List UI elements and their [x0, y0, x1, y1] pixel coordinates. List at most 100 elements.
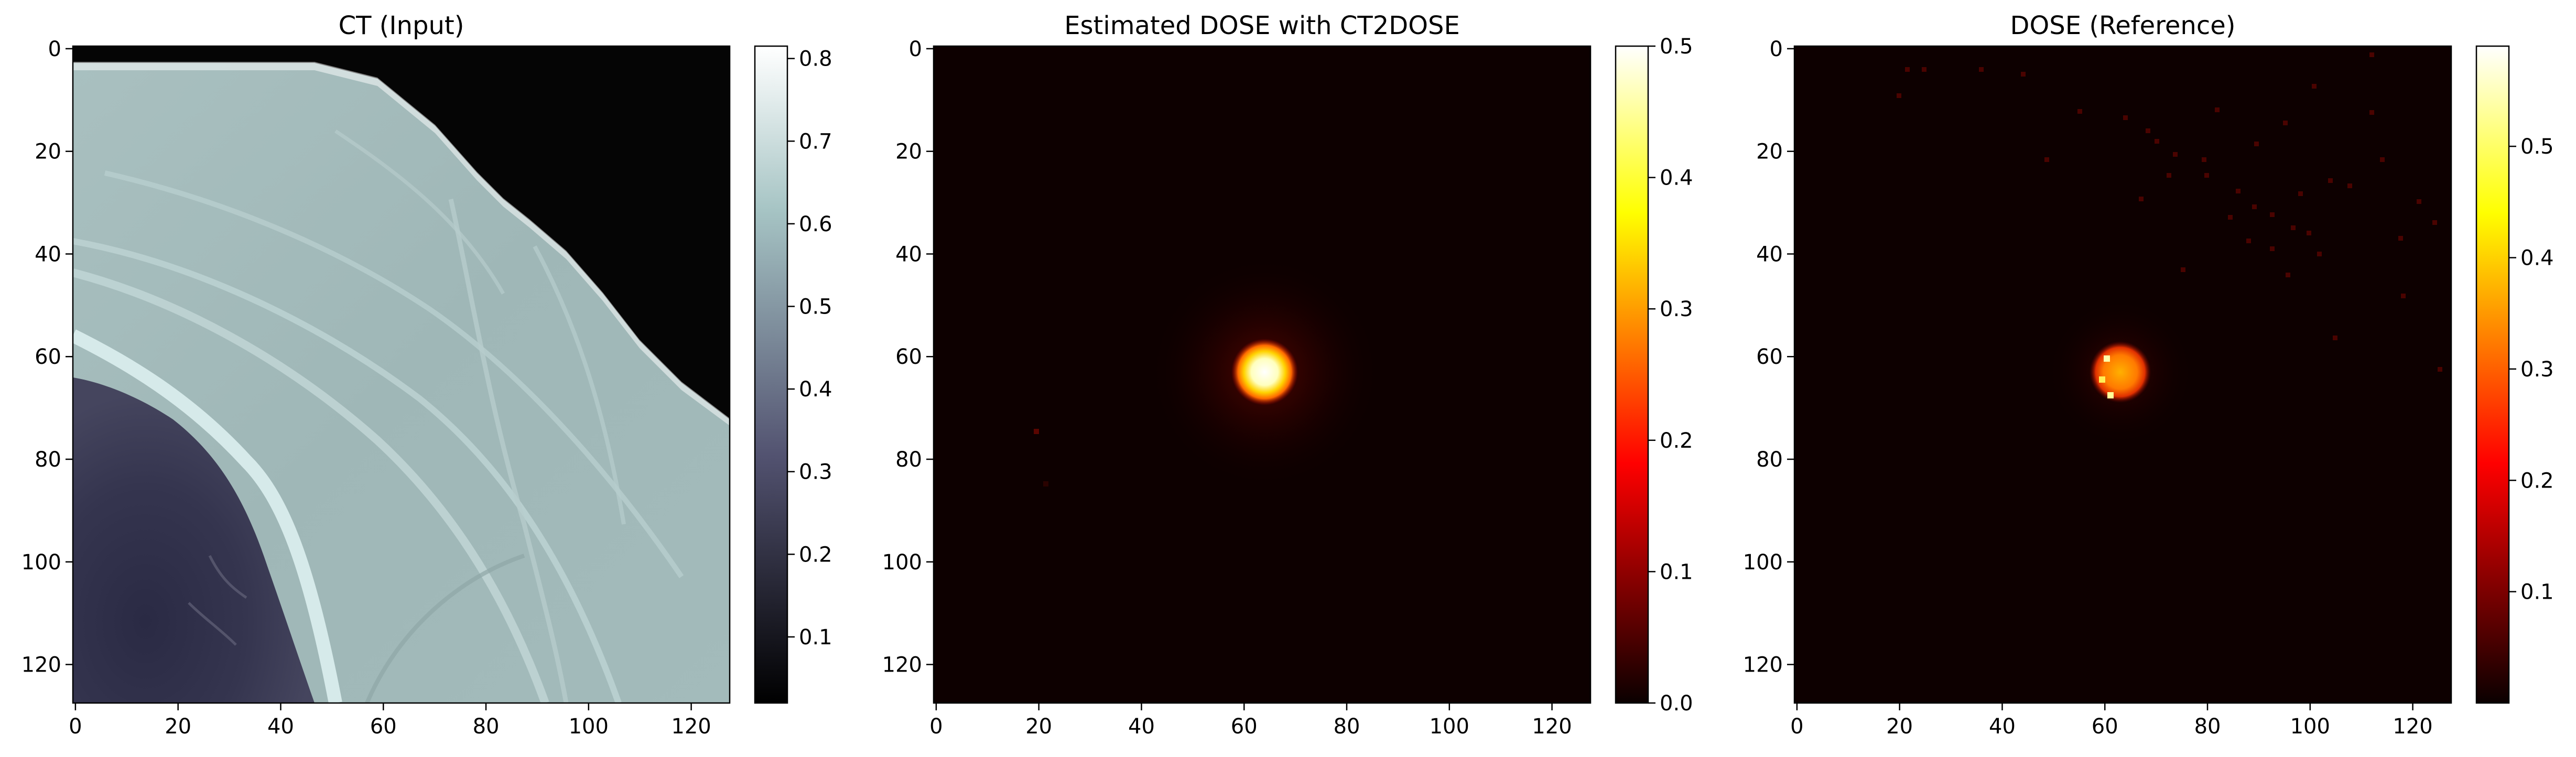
ct-vessel-4	[365, 554, 525, 703]
estimated-dose-x-tick-label: 40	[1128, 715, 1155, 739]
ct-lung-region	[73, 377, 315, 703]
ct-colorbar-tick-label: 0.3	[799, 460, 832, 484]
ct-y-tick-label: 120	[21, 653, 61, 677]
estimated-dose-x-tick-label: 80	[1334, 715, 1360, 739]
ct-colorbar-tick-label: 0.4	[799, 377, 832, 402]
ct-colorbar	[754, 45, 788, 704]
ct-bone-band-1	[73, 268, 549, 703]
reference-dose-x-tick-label: 20	[1886, 715, 1913, 739]
ct-x-tick-label: 40	[267, 715, 294, 739]
reference-dose-y-tick-label: 60	[1756, 345, 1783, 369]
reference-dose-ticks: 0 20 40 60 80 100 120 0 20 40 60 80 100 120	[1743, 37, 2433, 739]
estimated-dose-y-tick-label: 100	[882, 550, 922, 575]
ct-y-tick-label: 0	[48, 37, 61, 61]
ct-x-tick-label: 80	[473, 715, 500, 739]
ct-colorbar-tick-label: 0.1	[799, 625, 832, 650]
estimated-dose-x-tick-label: 100	[1430, 715, 1469, 739]
panel-estimated-dose: Estimated DOSE with CT2DOSE 0 20 40 60 80 100…	[882, 11, 1693, 739]
reference-dose-x-tick-label: 100	[2290, 715, 2330, 739]
ct-vessel-1	[448, 199, 569, 703]
reference-dose-x-tick-label: 60	[2092, 715, 2118, 739]
ct-bone-band-3	[104, 170, 684, 578]
estimated-dose-x-tick-label: 120	[1532, 715, 1572, 739]
estimated-dose-colorbar-tick-label: 0.1	[1660, 560, 1693, 584]
reference-dose-hotspot	[2089, 341, 2151, 403]
reference-dose-colorbar	[2475, 45, 2510, 704]
reference-dose-y-tick-label: 0	[1770, 37, 1783, 61]
reference-dose-colorbar-tick-label: 0.3	[2520, 358, 2554, 382]
estimated-dose-colorbar-tick-label: 0.5	[1660, 35, 1693, 59]
estimated-dose-y-tick-label: 40	[895, 242, 922, 266]
estimated-dose-x-tick-label: 20	[1025, 715, 1052, 739]
ct-panel-title: CT (Input)	[339, 11, 464, 40]
ct-vessel-3	[334, 129, 505, 295]
ct-x-tick-label: 0	[69, 715, 82, 739]
estimated-dose-colorbar-tick-label: 0.3	[1660, 297, 1693, 321]
ct-axes-frame	[72, 45, 731, 704]
ct-colorbar-ticks: 0.1 0.2 0.3 0.4 0.5 0.6 0.7 0.8	[787, 47, 832, 650]
panel-ct: CT (Input) 0 20 40 60 80 100 120 0 20 40 60 80 100 12…	[21, 11, 832, 739]
ct-colorbar-tick-label: 0.8	[799, 47, 832, 71]
reference-dose-colorbar-ticks: 0.1 0.2 0.3 0.4 0.5	[2509, 135, 2554, 604]
ct-colorbar-tick-label: 0.2	[799, 543, 832, 567]
ct-colorbar-tick-label: 0.7	[799, 129, 832, 154]
panel-reference-dose: DOSE (Reference)	[1743, 11, 2554, 739]
ct-colorbar-tick-label: 0.6	[799, 212, 832, 236]
reference-dose-y-tick-label: 100	[1743, 550, 1783, 575]
ct-x-tick-label: 100	[569, 715, 609, 739]
reference-dose-bright-pixel	[2107, 392, 2114, 398]
reference-dose-speckles	[1897, 52, 2442, 372]
estimated-dose-panel-title: Estimated DOSE with CT2DOSE	[1064, 11, 1460, 40]
ct-y-tick-label: 60	[35, 345, 61, 369]
estimated-dose-colorbar-tick-label: 0.0	[1660, 691, 1693, 716]
estimated-dose-y-tick-label: 120	[882, 653, 922, 677]
reference-dose-bright-pixel	[2099, 376, 2105, 383]
ct-y-tick-label: 80	[35, 448, 61, 472]
estimated-dose-ticks: 0 20 40 60 80 100 120 0 20 40 60 80 100 120	[882, 37, 1572, 739]
ct-vessel-2	[533, 245, 626, 525]
reference-dose-x-tick-label: 40	[1989, 715, 2016, 739]
reference-dose-axes-frame	[1793, 45, 2452, 704]
reference-dose-image	[1794, 46, 2451, 703]
ct-bone-band-2	[73, 238, 622, 703]
ct-rib-bright	[73, 329, 342, 703]
estimated-dose-y-tick-label: 20	[895, 140, 922, 164]
estimated-dose-axes-frame	[933, 45, 1592, 704]
estimated-dose-y-tick-label: 0	[909, 37, 922, 61]
estimated-dose-x-tick-label: 60	[1231, 715, 1258, 739]
reference-dose-colorbar-tick-label: 0.4	[2520, 246, 2554, 271]
reference-dose-y-tick-label: 40	[1756, 242, 1783, 266]
estimated-dose-image	[934, 46, 1590, 703]
estimated-dose-colorbar-tick-label: 0.2	[1660, 429, 1693, 453]
estimated-dose-y-tick-label: 80	[895, 448, 922, 472]
ct-x-tick-label: 20	[165, 715, 191, 739]
estimated-dose-hotspot	[1231, 338, 1298, 406]
ct-ticks: 0 20 40 60 80 100 120 0 20 40 60 80 100 120	[21, 37, 711, 739]
ct-y-tick-label: 40	[35, 242, 61, 266]
reference-dose-x-tick-label: 0	[1790, 715, 1803, 739]
estimated-dose-stray-pixel-2	[1043, 481, 1048, 486]
ct-lung-detail	[188, 555, 247, 646]
ct-image	[73, 46, 730, 703]
estimated-dose-stray-pixel-1	[1034, 429, 1039, 434]
reference-dose-y-tick-label: 120	[1743, 653, 1783, 677]
reference-dose-panel-title: DOSE (Reference)	[2010, 11, 2236, 40]
estimated-dose-x-tick-label: 0	[929, 715, 943, 739]
ct-x-tick-label: 120	[671, 715, 711, 739]
reference-dose-colorbar-tick-label: 0.2	[2520, 469, 2554, 493]
ct-y-tick-label: 20	[35, 140, 61, 164]
ct-colorbar-tick-label: 0.5	[799, 295, 832, 319]
estimated-dose-colorbar-tick-label: 0.4	[1660, 166, 1693, 190]
reference-dose-x-tick-label: 120	[2393, 715, 2432, 739]
ct-x-tick-label: 60	[370, 715, 397, 739]
reference-dose-y-tick-label: 20	[1756, 140, 1783, 164]
reference-dose-x-tick-label: 80	[2194, 715, 2221, 739]
reference-dose-bright-pixel	[2104, 355, 2110, 362]
estimated-dose-colorbar	[1615, 45, 1649, 704]
reference-dose-colorbar-tick-label: 0.5	[2520, 135, 2554, 159]
reference-dose-y-tick-label: 80	[1756, 448, 1783, 472]
reference-dose-colorbar-tick-label: 0.1	[2520, 580, 2554, 604]
estimated-dose-colorbar-ticks: 0.0 0.1 0.2 0.3 0.4 0.5	[1648, 35, 1693, 716]
ct-y-tick-label: 100	[21, 550, 61, 575]
